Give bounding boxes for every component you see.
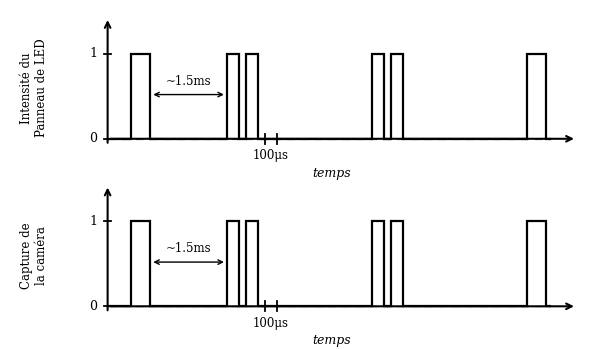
- Text: temps: temps: [312, 334, 351, 347]
- Text: 0: 0: [89, 132, 97, 145]
- Text: Capture de
la caméra: Capture de la caméra: [20, 222, 48, 289]
- Text: 1: 1: [89, 47, 97, 60]
- Text: 1: 1: [89, 215, 97, 228]
- Text: temps: temps: [312, 167, 351, 180]
- Text: 100μs: 100μs: [253, 149, 289, 162]
- Text: 0: 0: [89, 300, 97, 313]
- Text: Intensité du
Panneau de LED: Intensité du Panneau de LED: [20, 38, 48, 137]
- Text: ~1.5ms: ~1.5ms: [166, 75, 212, 88]
- Text: ~1.5ms: ~1.5ms: [166, 242, 212, 255]
- Text: 100μs: 100μs: [253, 317, 289, 329]
